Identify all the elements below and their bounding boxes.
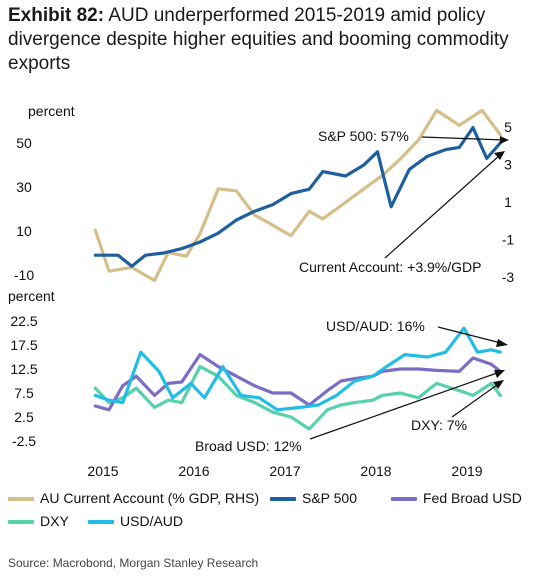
y-axis-label: percent — [28, 103, 75, 119]
x-tick-label: 2018 — [360, 463, 391, 479]
y-tick-label: 2.5 — [14, 409, 34, 425]
annotation-arrow — [437, 326, 502, 344]
y-tick-label: 50 — [16, 135, 32, 151]
y2-tick-label: -3 — [502, 269, 515, 285]
annotation-broad-usd: Broad USD: 12% — [195, 438, 302, 454]
arrow-head — [493, 380, 504, 389]
annotation-arrow — [451, 384, 498, 418]
y-tick-label: 12.5 — [10, 361, 37, 377]
arrow-head — [494, 370, 505, 378]
legend-swatch — [270, 497, 296, 502]
annotation-current-account: Current Account: +3.9%/GDP — [299, 259, 481, 275]
legend-swatch — [8, 520, 34, 525]
legend-label: AU Current Account (% GDP, RHS) — [40, 490, 260, 506]
y-tick-label: 10 — [16, 223, 32, 239]
y-axis-label: percent — [8, 288, 55, 304]
y-tick-label: 30 — [16, 179, 32, 195]
series-line-fed-broad-usd — [93, 353, 502, 412]
y-tick-label: -10 — [14, 267, 34, 283]
arrow-head — [494, 151, 505, 160]
chart-title: Exhibit 82: AUD underperformed 2015-2019… — [8, 4, 548, 76]
title-text: AUD underperformed 2015-2019 amid policy… — [8, 5, 509, 74]
annotation-usd-aud: USD/AUD: 16% — [326, 318, 425, 334]
annotation-arrow — [384, 154, 501, 259]
series-line-dxy — [93, 365, 502, 431]
y2-tick-label: 5 — [504, 119, 512, 135]
title-prefix: Exhibit 82: — [8, 5, 105, 26]
legend-swatch — [88, 520, 114, 525]
annotation-arrow — [421, 136, 506, 141]
legend-item-sp500: S&P 500 — [270, 490, 357, 506]
series-line-au-current-account-gdp-rhs- — [93, 108, 502, 283]
source-note: Source: Macrobond, Morgan Stanley Resear… — [8, 556, 259, 570]
legend-label: DXY — [40, 513, 69, 529]
legend-swatch — [8, 497, 34, 502]
x-tick-label: 2015 — [87, 463, 118, 479]
y2-tick-label: -1 — [502, 231, 515, 247]
legend-label: USD/AUD — [120, 513, 184, 529]
legend-label: Fed Broad USD — [423, 490, 522, 506]
annotation-sp500: S&P 500: 57% — [318, 128, 409, 144]
legend-item-au-current-account: AU Current Account (% GDP, RHS) — [8, 490, 259, 506]
series-line-usd-aud — [93, 326, 502, 412]
y-tick-label: 7.5 — [14, 385, 34, 401]
y2-tick-label: 3 — [504, 157, 512, 173]
y-tick-label: 17.5 — [10, 337, 37, 353]
arrow-head — [500, 136, 509, 144]
legend-item-fed-broad-usd: Fed Broad USD — [391, 490, 522, 506]
legend-item-usd-aud: USD/AUD — [88, 513, 183, 529]
x-tick-label: 2017 — [269, 463, 300, 479]
legend-item-dxy: DXY — [8, 513, 69, 529]
legend-swatch — [391, 497, 417, 502]
series-line-s-p-500 — [93, 125, 502, 268]
y-tick-label: 22.5 — [10, 313, 37, 329]
annotation-arrow — [309, 372, 498, 440]
x-tick-label: 2019 — [451, 463, 482, 479]
legend-label: S&P 500 — [302, 490, 358, 506]
arrow-head — [496, 339, 508, 347]
y2-tick-label: 1 — [504, 194, 512, 210]
annotation-dxy: DXY: 7% — [411, 417, 467, 433]
x-tick-label: 2016 — [178, 463, 209, 479]
y-tick-label: -2.5 — [12, 433, 36, 449]
